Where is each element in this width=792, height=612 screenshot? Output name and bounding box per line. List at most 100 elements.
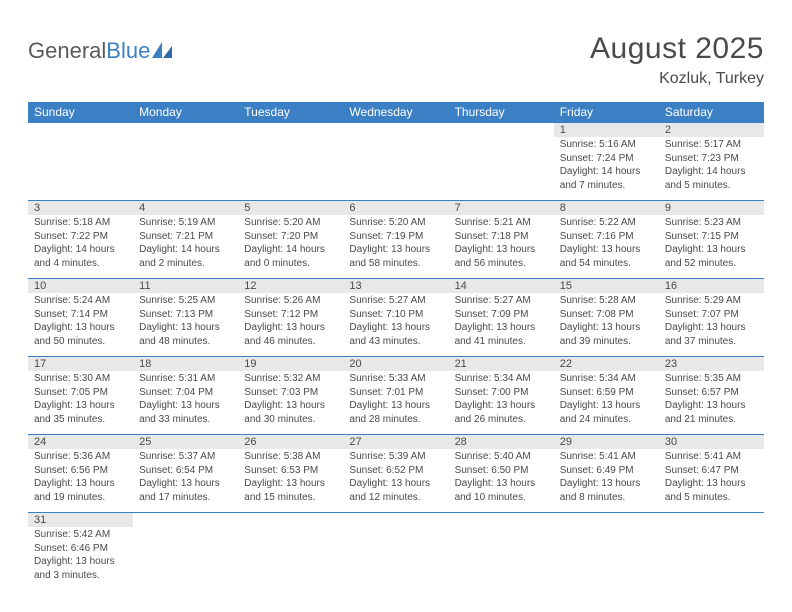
calendar-cell: 19Sunrise: 5:32 AMSunset: 7:03 PMDayligh… <box>238 357 343 435</box>
daylight-text: Daylight: 13 hours and 52 minutes. <box>665 243 758 270</box>
day-details: Sunrise: 5:29 AMSunset: 7:07 PMDaylight:… <box>659 293 764 350</box>
calendar-week-row: 1Sunrise: 5:16 AMSunset: 7:24 PMDaylight… <box>28 123 764 201</box>
day-details: Sunrise: 5:20 AMSunset: 7:20 PMDaylight:… <box>238 215 343 272</box>
calendar-cell: 29Sunrise: 5:41 AMSunset: 6:49 PMDayligh… <box>554 435 659 513</box>
day-details: Sunrise: 5:36 AMSunset: 6:56 PMDaylight:… <box>28 449 133 506</box>
calendar-cell <box>238 123 343 201</box>
calendar-table: Sunday Monday Tuesday Wednesday Thursday… <box>28 102 764 591</box>
calendar-cell: 16Sunrise: 5:29 AMSunset: 7:07 PMDayligh… <box>659 279 764 357</box>
calendar-cell: 13Sunrise: 5:27 AMSunset: 7:10 PMDayligh… <box>343 279 448 357</box>
sunset-text: Sunset: 7:07 PM <box>665 308 758 322</box>
calendar-cell: 21Sunrise: 5:34 AMSunset: 7:00 PMDayligh… <box>449 357 554 435</box>
sunrise-text: Sunrise: 5:34 AM <box>560 372 653 386</box>
day-header: Thursday <box>449 102 554 123</box>
daylight-text: Daylight: 13 hours and 5 minutes. <box>665 477 758 504</box>
sunrise-text: Sunrise: 5:24 AM <box>34 294 127 308</box>
day-header: Monday <box>133 102 238 123</box>
day-number: 19 <box>238 357 343 371</box>
day-number: 5 <box>238 201 343 215</box>
location-label: Kozluk, Turkey <box>590 70 764 88</box>
day-number: 10 <box>28 279 133 293</box>
day-number: 11 <box>133 279 238 293</box>
sunset-text: Sunset: 6:57 PM <box>665 386 758 400</box>
calendar-week-row: 10Sunrise: 5:24 AMSunset: 7:14 PMDayligh… <box>28 279 764 357</box>
sunrise-text: Sunrise: 5:18 AM <box>34 216 127 230</box>
calendar-cell: 1Sunrise: 5:16 AMSunset: 7:24 PMDaylight… <box>554 123 659 201</box>
sunset-text: Sunset: 7:24 PM <box>560 152 653 166</box>
day-number: 3 <box>28 201 133 215</box>
logo-text-1: General <box>28 38 106 64</box>
day-details: Sunrise: 5:41 AMSunset: 6:49 PMDaylight:… <box>554 449 659 506</box>
sunset-text: Sunset: 7:14 PM <box>34 308 127 322</box>
day-details: Sunrise: 5:35 AMSunset: 6:57 PMDaylight:… <box>659 371 764 428</box>
day-number: 4 <box>133 201 238 215</box>
sunset-text: Sunset: 7:04 PM <box>139 386 232 400</box>
day-details: Sunrise: 5:41 AMSunset: 6:47 PMDaylight:… <box>659 449 764 506</box>
sunrise-text: Sunrise: 5:20 AM <box>244 216 337 230</box>
day-details: Sunrise: 5:19 AMSunset: 7:21 PMDaylight:… <box>133 215 238 272</box>
day-number: 14 <box>449 279 554 293</box>
day-details: Sunrise: 5:38 AMSunset: 6:53 PMDaylight:… <box>238 449 343 506</box>
sunrise-text: Sunrise: 5:23 AM <box>665 216 758 230</box>
day-number: 6 <box>343 201 448 215</box>
daylight-text: Daylight: 13 hours and 24 minutes. <box>560 399 653 426</box>
day-details: Sunrise: 5:34 AMSunset: 7:00 PMDaylight:… <box>449 371 554 428</box>
sunset-text: Sunset: 7:20 PM <box>244 230 337 244</box>
sunrise-text: Sunrise: 5:30 AM <box>34 372 127 386</box>
day-number: 2 <box>659 123 764 137</box>
day-number: 29 <box>554 435 659 449</box>
daylight-text: Daylight: 14 hours and 4 minutes. <box>34 243 127 270</box>
calendar-cell: 23Sunrise: 5:35 AMSunset: 6:57 PMDayligh… <box>659 357 764 435</box>
daylight-text: Daylight: 13 hours and 12 minutes. <box>349 477 442 504</box>
sunrise-text: Sunrise: 5:20 AM <box>349 216 442 230</box>
sunset-text: Sunset: 6:50 PM <box>455 464 548 478</box>
sunrise-text: Sunrise: 5:42 AM <box>34 528 127 542</box>
calendar-cell <box>133 513 238 591</box>
day-number: 9 <box>659 201 764 215</box>
day-header: Tuesday <box>238 102 343 123</box>
daylight-text: Daylight: 14 hours and 2 minutes. <box>139 243 232 270</box>
sunset-text: Sunset: 6:46 PM <box>34 542 127 556</box>
daylight-text: Daylight: 13 hours and 50 minutes. <box>34 321 127 348</box>
day-number: 12 <box>238 279 343 293</box>
calendar-week-row: 24Sunrise: 5:36 AMSunset: 6:56 PMDayligh… <box>28 435 764 513</box>
daylight-text: Daylight: 13 hours and 15 minutes. <box>244 477 337 504</box>
calendar-week-row: 17Sunrise: 5:30 AMSunset: 7:05 PMDayligh… <box>28 357 764 435</box>
calendar-page: GeneralBlue August 2025 Kozluk, Turkey S… <box>0 0 792 591</box>
calendar-cell <box>238 513 343 591</box>
calendar-cell <box>343 123 448 201</box>
calendar-cell <box>28 123 133 201</box>
sunrise-text: Sunrise: 5:27 AM <box>349 294 442 308</box>
calendar-week-row: 3Sunrise: 5:18 AMSunset: 7:22 PMDaylight… <box>28 201 764 279</box>
title-block: August 2025 Kozluk, Turkey <box>590 32 764 88</box>
day-header-row: Sunday Monday Tuesday Wednesday Thursday… <box>28 102 764 123</box>
daylight-text: Daylight: 14 hours and 0 minutes. <box>244 243 337 270</box>
sunrise-text: Sunrise: 5:33 AM <box>349 372 442 386</box>
sunset-text: Sunset: 7:18 PM <box>455 230 548 244</box>
daylight-text: Daylight: 13 hours and 10 minutes. <box>455 477 548 504</box>
sunrise-text: Sunrise: 5:41 AM <box>560 450 653 464</box>
day-number: 25 <box>133 435 238 449</box>
day-number: 7 <box>449 201 554 215</box>
calendar-cell: 27Sunrise: 5:39 AMSunset: 6:52 PMDayligh… <box>343 435 448 513</box>
daylight-text: Daylight: 13 hours and 17 minutes. <box>139 477 232 504</box>
page-title: August 2025 <box>590 32 764 66</box>
sunset-text: Sunset: 7:01 PM <box>349 386 442 400</box>
sunset-text: Sunset: 6:54 PM <box>139 464 232 478</box>
calendar-cell <box>449 513 554 591</box>
daylight-text: Daylight: 13 hours and 8 minutes. <box>560 477 653 504</box>
calendar-cell <box>659 513 764 591</box>
day-number: 22 <box>554 357 659 371</box>
day-number: 28 <box>449 435 554 449</box>
daylight-text: Daylight: 13 hours and 28 minutes. <box>349 399 442 426</box>
day-number: 18 <box>133 357 238 371</box>
daylight-text: Daylight: 13 hours and 48 minutes. <box>139 321 232 348</box>
day-details: Sunrise: 5:22 AMSunset: 7:16 PMDaylight:… <box>554 215 659 272</box>
daylight-text: Daylight: 13 hours and 43 minutes. <box>349 321 442 348</box>
sunset-text: Sunset: 7:23 PM <box>665 152 758 166</box>
sunset-text: Sunset: 6:47 PM <box>665 464 758 478</box>
sunset-text: Sunset: 7:19 PM <box>349 230 442 244</box>
sunset-text: Sunset: 7:08 PM <box>560 308 653 322</box>
calendar-cell: 6Sunrise: 5:20 AMSunset: 7:19 PMDaylight… <box>343 201 448 279</box>
day-number: 24 <box>28 435 133 449</box>
